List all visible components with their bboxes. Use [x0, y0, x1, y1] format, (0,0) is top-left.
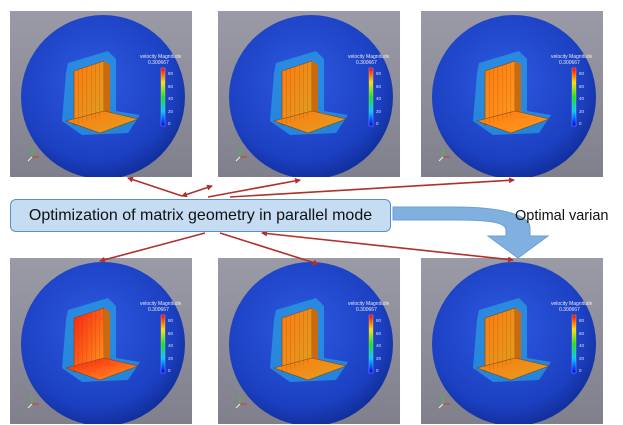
- legend-tick-label: 0: [579, 121, 582, 126]
- matrix-geometry: [64, 60, 140, 134]
- legend-max-value: 0.300667: [559, 60, 580, 66]
- axis-triad-icon: [438, 396, 450, 409]
- legend-max-value: 0.300667: [148, 60, 169, 66]
- simulation-panel-top-left: velocity Magnitude 0.300667 80 60 40 20 0: [10, 11, 192, 177]
- optimal-variant-label: Optimal varian: [515, 208, 609, 224]
- legend-title: velocity Magnitude: [140, 301, 182, 307]
- legend-tick-label: 20: [376, 108, 382, 114]
- legend-title: velocity Magnitude: [551, 301, 593, 307]
- legend-tick-label: 40: [168, 343, 174, 348]
- simulation-panel-bottom-center: velocity Magnitude 0.300667 80 60 40 20 0: [218, 258, 400, 424]
- axis-triad-icon: [27, 149, 39, 162]
- legend-title: velocity Magnitude: [551, 54, 593, 60]
- legend-tick-label: 20: [376, 355, 382, 361]
- legend-tick-label: 0: [579, 368, 582, 373]
- velocity-color-bar: [571, 67, 577, 127]
- legend-title: velocity Magnitude: [348, 301, 390, 307]
- legend-tick-label: 20: [579, 355, 585, 361]
- legend-tick-label: 40: [579, 343, 585, 348]
- simulation-panel-bottom-right: velocity Magnitude 0.300667 80 60 40 20 0: [421, 258, 603, 424]
- legend-tick-label: 20: [168, 355, 174, 361]
- optimization-process-box: Optimization of matrix geometry in paral…: [10, 199, 391, 232]
- legend-max-value: 0.300667: [148, 307, 169, 313]
- legend-title: velocity Magnitude: [140, 54, 182, 60]
- legend-tick-label: 80: [168, 318, 174, 323]
- axis-triad-icon: [438, 149, 450, 162]
- legend-tick-label: 40: [376, 96, 382, 101]
- legend-tick-label: 80: [376, 71, 382, 76]
- velocity-color-bar: [368, 67, 374, 127]
- simulation-panel-top-right: velocity Magnitude 0.300667 80 60 40 20 0: [421, 11, 603, 177]
- legend-tick-label: 60: [579, 330, 585, 336]
- legend-tick-label: 0: [168, 368, 171, 373]
- legend-tick-label: 80: [376, 318, 382, 323]
- legend-tick-label: 60: [376, 330, 382, 336]
- legend-tick-label: 40: [579, 96, 585, 101]
- axis-triad-icon: [27, 396, 39, 409]
- arrow-to-bottom-right: [261, 230, 514, 263]
- legend-tick-label: 0: [376, 368, 379, 373]
- legend-tick-label: 20: [168, 108, 174, 114]
- optimization-label: Optimization of matrix geometry in paral…: [28, 206, 373, 224]
- legend-tick-label: 80: [579, 71, 585, 76]
- arrow-to-top-center: [207, 177, 301, 198]
- matrix-geometry: [475, 60, 551, 134]
- legend-tick-label: 80: [579, 318, 585, 323]
- arrow-to-top-right: [229, 177, 515, 198]
- matrix-geometry: [64, 307, 140, 381]
- velocity-color-bar: [160, 67, 166, 127]
- arrow-to-bottom-left: [99, 232, 206, 263]
- legend-tick-label: 40: [168, 96, 174, 101]
- matrix-geometry: [272, 307, 348, 381]
- simulation-panel-bottom-left: velocity Magnitude 0.300667 80 60 40 20 0: [10, 258, 192, 424]
- simulation-panel-top-center: velocity Magnitude 0.300667 80 60 40 20 0: [218, 11, 400, 177]
- legend-max-value: 0.300667: [356, 60, 377, 66]
- velocity-color-bar: [160, 314, 166, 374]
- arrow-to-top-left-b: [181, 184, 213, 198]
- matrix-geometry: [475, 307, 551, 381]
- legend-tick-label: 40: [376, 343, 382, 348]
- axis-triad-icon: [235, 396, 247, 409]
- velocity-color-bar: [368, 314, 374, 374]
- legend-tick-label: 60: [168, 330, 174, 336]
- arrow-to-top-left-a: [127, 176, 183, 197]
- velocity-color-bar: [571, 314, 577, 374]
- axis-triad-icon: [235, 149, 247, 162]
- legend-max-value: 0.300667: [559, 307, 580, 313]
- legend-tick-label: 0: [376, 121, 379, 126]
- matrix-geometry: [272, 60, 348, 134]
- legend-tick-label: 0: [168, 121, 171, 126]
- legend-tick-label: 60: [168, 83, 174, 89]
- legend-max-value: 0.300667: [356, 307, 377, 313]
- legend-tick-label: 60: [579, 83, 585, 89]
- legend-tick-label: 20: [579, 108, 585, 114]
- legend-title: velocity Magnitude: [348, 54, 390, 60]
- legend-tick-label: 80: [168, 71, 174, 76]
- legend-tick-label: 60: [376, 83, 382, 89]
